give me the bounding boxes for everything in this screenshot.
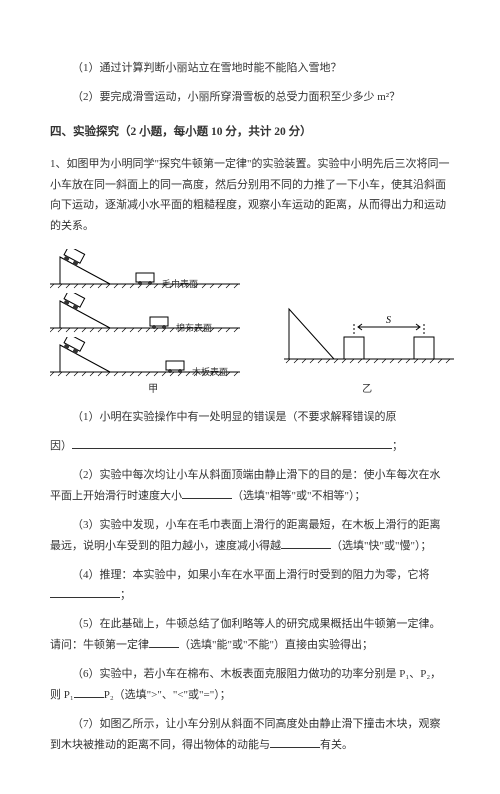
s4-p1a: （1）小明在实验操作中有一处明显的错误是（不要求解释错误的原 xyxy=(50,407,450,428)
s4-p4a: （4）推理：本实验中，如果小车在水平面上滑行时受到的阻力为零，它将 xyxy=(72,569,430,581)
s4-p7: （7）如图乙所示，让小车分别从斜面不同高度处由静止滑下撞击木块，观察到木块被推动… xyxy=(50,714,450,756)
s4-p5: （5）在此基础上，牛顿总结了伽利略等人的研究成果概括出牛顿第一定律。请问：牛顿第… xyxy=(50,614,450,656)
section4-title: 四、实验探究（2 小题，每小题 10 分，共计 20 分） xyxy=(50,122,450,144)
s4-p1b: 因） xyxy=(50,440,72,452)
s4-p7a: （7）如图乙所示，让小车分别从斜面不同高度处由静止滑下撞击木块，观察到木块被推动… xyxy=(50,718,441,751)
blank-6[interactable] xyxy=(74,686,104,698)
diagram-jia: 毛巾表面 棉布表面 xyxy=(50,249,274,399)
label-maojin: 毛巾表面 xyxy=(162,276,198,293)
s4-p6b: P₂（选填">"、"<"或"="）； xyxy=(104,689,231,701)
s4-p2b: （选填"相等"或"不相等"）； xyxy=(232,490,365,502)
diagram-yi: S 乙 xyxy=(284,249,450,399)
s4-p2: （2）实验中每次均让小车从斜面顶端由静止滑下的目的是：使小车每次在水平面上开始滑… xyxy=(50,465,450,507)
blank-4[interactable] xyxy=(50,586,120,598)
blank-5[interactable] xyxy=(149,636,179,648)
yi-icon: S xyxy=(284,279,454,389)
s4-intro: 1、如图甲为小明同学"探究牛顿第一定律"的实验装置。实验中小明先后三次将同一小车… xyxy=(50,154,450,238)
s4-p6: （6）实验中，若小车在棉布、木板表面克服阻力做功的功率分别是 P₁、P₂，则 P… xyxy=(50,664,450,706)
ramp1-icon xyxy=(50,249,240,289)
blank-3[interactable] xyxy=(281,537,331,549)
caption-jia: 甲 xyxy=(148,380,158,399)
blank-7[interactable] xyxy=(270,736,320,748)
s4-p1b-line: 因） ； xyxy=(50,436,450,457)
label-mianbu: 棉布表面 xyxy=(176,320,212,337)
s4-p4: （4）推理：本实验中，如果小车在水平面上滑行时受到的阻力为零，它将 ； xyxy=(50,565,450,607)
q1-text: （1）通过计算判断小丽站立在雪地时能不能陷入雪地？ xyxy=(50,58,450,79)
s4-p7b: 有关。 xyxy=(320,739,353,751)
label-muban: 木板表面 xyxy=(192,364,228,381)
blank-2[interactable] xyxy=(182,487,232,499)
s-label: S xyxy=(386,315,391,326)
diagram-area: 毛巾表面 棉布表面 xyxy=(50,249,450,399)
blank-1[interactable] xyxy=(72,437,392,449)
caption-yi: 乙 xyxy=(362,380,372,399)
s4-p5b: （选填"能"或"不能"）直接由实验得出； xyxy=(179,639,373,651)
q2-text: （2）要完成滑雪运动，小丽所穿滑雪板的总受力面积至少多少 m²？ xyxy=(50,87,450,108)
s4-p4b: ； xyxy=(120,589,131,601)
s4-p3b: （选填"快"或"慢"）； xyxy=(331,540,431,552)
s4-p3: （3）实验中发现，小车在毛巾表面上滑行的距离最短，在木板上滑行的距离最远，说明小… xyxy=(50,515,450,557)
s4-p1c: ； xyxy=(392,440,403,452)
